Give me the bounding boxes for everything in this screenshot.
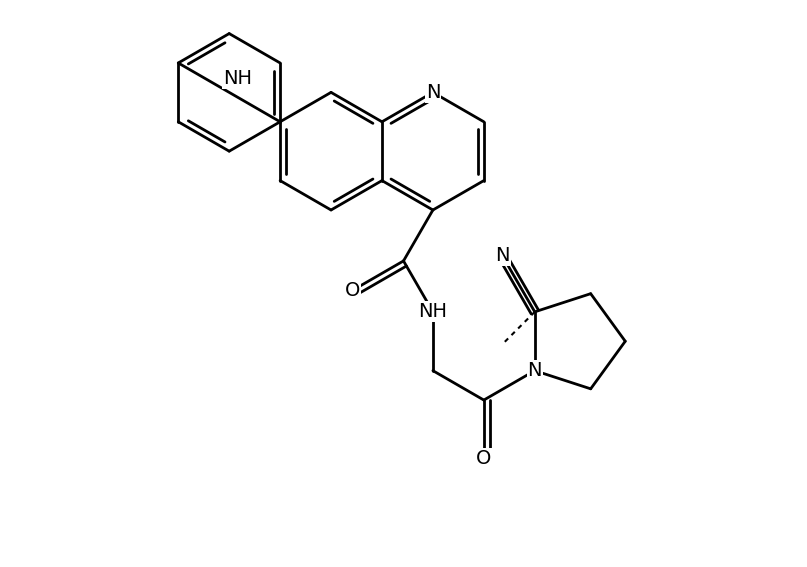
Text: NH: NH (223, 69, 252, 88)
Text: N: N (528, 361, 542, 380)
Text: O: O (476, 450, 491, 468)
Text: NH: NH (418, 302, 447, 321)
Text: N: N (495, 246, 510, 265)
Text: O: O (345, 281, 360, 300)
Text: N: N (425, 83, 440, 102)
